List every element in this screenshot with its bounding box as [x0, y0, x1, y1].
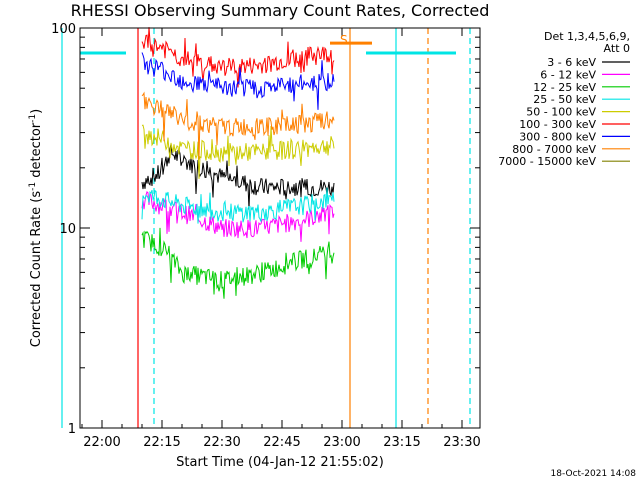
x-tick-label: 22:30	[203, 435, 240, 450]
series-line	[141, 91, 335, 160]
x-axis-label: Start Time (04-Jan-12 21:55:02)	[176, 455, 384, 470]
chart-title: RHESSI Observing Summary Count Rates, Co…	[71, 1, 490, 20]
x-tick-label: 23:00	[323, 435, 360, 450]
y-tick-label: 1	[68, 422, 76, 437]
legend-label: 3 - 6 keV	[547, 56, 596, 69]
x-tick-label: 22:15	[143, 435, 180, 450]
y-label-end: )	[29, 109, 44, 114]
x-tick-label: 23:30	[443, 435, 480, 450]
series-layer	[141, 27, 335, 299]
y-label-sup1: -1	[28, 182, 38, 191]
y-tick-label: 10	[59, 222, 76, 237]
y-label-main: Corrected Count Rate (s	[29, 191, 44, 348]
legend-header: Att 0	[604, 42, 630, 55]
y-tick-label: 100	[51, 22, 76, 37]
x-tick-label: 23:15	[383, 435, 420, 450]
y-label-sup2: -1	[28, 114, 38, 123]
legend-label: 50 - 100 keV	[526, 106, 596, 119]
legend-label: 7000 - 15000 keV	[498, 155, 596, 168]
x-tick-label: 22:00	[83, 435, 120, 450]
series-line	[141, 144, 335, 210]
legend-label: 100 - 300 keV	[519, 118, 596, 131]
series-line	[141, 227, 335, 299]
legend-header: Det 1,3,4,5,6,9,	[544, 30, 630, 43]
status-bars	[80, 41, 456, 55]
legend-label: 12 - 25 keV	[533, 81, 596, 94]
legend-label: 6 - 12 keV	[540, 68, 596, 81]
series-line	[141, 187, 335, 224]
legend-label: 800 - 7000 keV	[512, 143, 596, 156]
x-tick-label: 22:45	[263, 435, 300, 450]
s-marker: S	[340, 33, 348, 47]
series-line	[141, 52, 335, 110]
plot-frame	[79, 27, 481, 429]
legend-label: 300 - 800 keV	[519, 130, 596, 143]
series-line	[141, 27, 335, 88]
attenuator-lines	[61, 28, 471, 428]
series-line	[141, 191, 335, 242]
y-axis-label: Corrected Count Rate (s-1 detector-1)	[28, 109, 44, 347]
timestamp: 18-Oct-2021 14:08	[551, 469, 637, 479]
series-line	[141, 124, 335, 179]
y-label-mid: detector	[29, 122, 44, 182]
axes: 22:00 22:15 22:30 22:45 23:00 23:15 23:30 1 10 10…	[51, 22, 481, 450]
legend-label: 25 - 50 keV	[533, 93, 596, 106]
